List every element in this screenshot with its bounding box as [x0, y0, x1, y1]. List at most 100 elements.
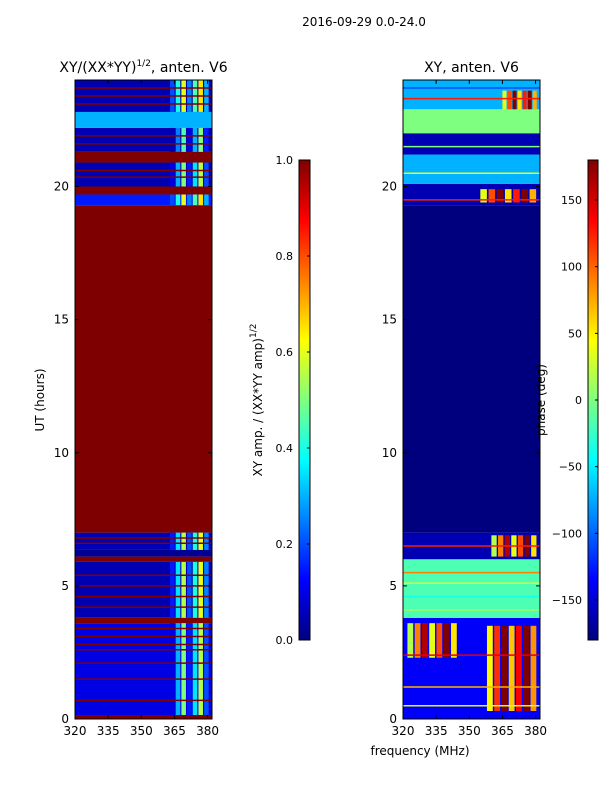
heatmap-band: [75, 617, 212, 624]
heatmap-band: [403, 109, 540, 134]
colorbar-label-main: phase (deg): [534, 364, 548, 436]
heatmap-patch: [198, 162, 203, 187]
heatmap-patch: [198, 623, 203, 716]
heatmap-patch: [175, 561, 181, 618]
heatmap-patch: [450, 623, 457, 658]
heatmap-patch: [198, 532, 203, 550]
heatmap-patch: [527, 90, 532, 110]
heatmap-band: [75, 715, 212, 719]
x-tick-label: 350: [458, 724, 481, 738]
colorbar: [298, 159, 311, 641]
heatmap-patch: [522, 90, 527, 110]
heatmap-patch: [204, 194, 209, 206]
y-axis-label: UT (hours): [33, 368, 47, 431]
y-tick-label: 0: [61, 712, 69, 726]
heatmap-patch: [496, 189, 504, 203]
colorbar-label-main: XY amp. / (XX*YY amp): [251, 338, 265, 476]
heatmap-patch: [175, 532, 181, 550]
heatmap-patch: [170, 561, 175, 618]
x-tick-label: 335: [425, 724, 448, 738]
colorbar-tick-label: 100: [561, 261, 582, 274]
heatmap-patch: [170, 532, 175, 550]
heatmap-patch: [198, 194, 203, 206]
heatmap-patch: [521, 189, 528, 203]
charts: 320 335 350 365 380 0 5 10 15 20 XY/(XX*YY)1/2, an…: [33, 59, 599, 738]
heatmap-band: [75, 556, 212, 562]
y-tick-label: 15: [54, 313, 69, 327]
x-tick-label: 350: [130, 724, 153, 738]
heatmap-band: [75, 549, 212, 557]
chart-title-main: XY/(XX*YY): [59, 60, 136, 76]
heatmap-patch: [198, 561, 203, 618]
heatmap-patch: [175, 127, 181, 152]
x-tick-label: 335: [97, 724, 120, 738]
heatmap-patch: [181, 532, 186, 550]
y-tick-label: 10: [382, 446, 397, 460]
heatmap-patch: [204, 561, 209, 618]
x-tick-label: 320: [392, 724, 415, 738]
heatmap-patch: [501, 625, 508, 712]
y-tick-label: 5: [389, 579, 397, 593]
heatmap-band: [75, 186, 212, 195]
heatmap-patch: [192, 127, 198, 152]
heatmap-patch: [175, 162, 181, 187]
heatmap-patch: [436, 623, 443, 658]
heatmap-patch: [181, 623, 186, 716]
colorbar-tick-label: 150: [561, 194, 582, 207]
x-axis-label: frequency (MHz): [370, 744, 469, 758]
heatmap-patch: [480, 189, 487, 203]
heatmap-patch: [429, 623, 436, 658]
y-tick-label: 20: [54, 180, 69, 194]
colorbar-label: phase (deg): [534, 364, 548, 436]
heatmap-patch: [192, 561, 198, 618]
heatmap-patch: [192, 623, 198, 716]
heatmap-band: [403, 205, 540, 533]
heatmap-patch: [513, 189, 520, 203]
heatmap-patch: [187, 127, 192, 152]
x-tick-label: 380: [196, 724, 219, 738]
heatmap-patch: [170, 162, 175, 187]
heatmap-patch: [516, 625, 522, 712]
x-tick-label: 365: [491, 724, 514, 738]
heatmap-patch: [517, 90, 522, 110]
heatmap-area: [403, 80, 540, 719]
heatmap-patch: [407, 623, 414, 658]
colorbar-tick-label: 0.6: [276, 346, 294, 359]
y-tick-label: 10: [54, 446, 69, 460]
heatmap-band: [403, 154, 540, 184]
heatmap-patch: [443, 623, 450, 658]
colorbar-tick-label: 1.0: [276, 154, 294, 167]
heatmap-patch: [507, 90, 512, 110]
heatmap-patch: [192, 162, 198, 187]
colorbar-tick-label: −150: [552, 594, 582, 607]
heatmap-patch: [504, 189, 512, 203]
heatmap-band: [403, 80, 540, 110]
colorbar-tick-label: −50: [559, 461, 582, 474]
chart-title-suffix: , anten. V6: [151, 60, 228, 76]
heatmap-area: [75, 80, 212, 719]
heatmap-patch: [187, 194, 192, 206]
y-tick-label: 15: [382, 313, 397, 327]
heatmap-patch: [204, 532, 209, 550]
chart-title: XY/(XX*YY)1/2, anten. V6: [59, 59, 227, 76]
heatmap-patch: [175, 194, 181, 206]
heatmap-patch: [486, 625, 493, 712]
heatmap-patch: [170, 127, 175, 152]
x-tick-label: 365: [163, 724, 186, 738]
heatmap-patch: [181, 194, 186, 206]
chart-2: 320 335 350 365 380 0 5 10 15 20 XY, anten. V6 −150…: [382, 60, 599, 738]
heatmap-patch: [508, 625, 515, 712]
colorbar-tick-label: 0.0: [276, 634, 294, 647]
heatmap-patch: [421, 623, 428, 658]
colorbar-tick-label: 0.8: [276, 250, 294, 263]
heatmap-patch: [530, 625, 537, 712]
heatmap-patch: [488, 189, 496, 203]
figure-suptitle: 2016-09-29 0.0-24.0: [302, 15, 426, 29]
heatmap-band: [403, 559, 540, 618]
heatmap-patch: [204, 623, 209, 716]
y-tick-label: 5: [61, 579, 69, 593]
heatmap-patch: [512, 90, 517, 110]
heatmap-patch: [494, 625, 501, 712]
heatmap-band: [403, 133, 540, 155]
heatmap-patch: [170, 194, 175, 206]
